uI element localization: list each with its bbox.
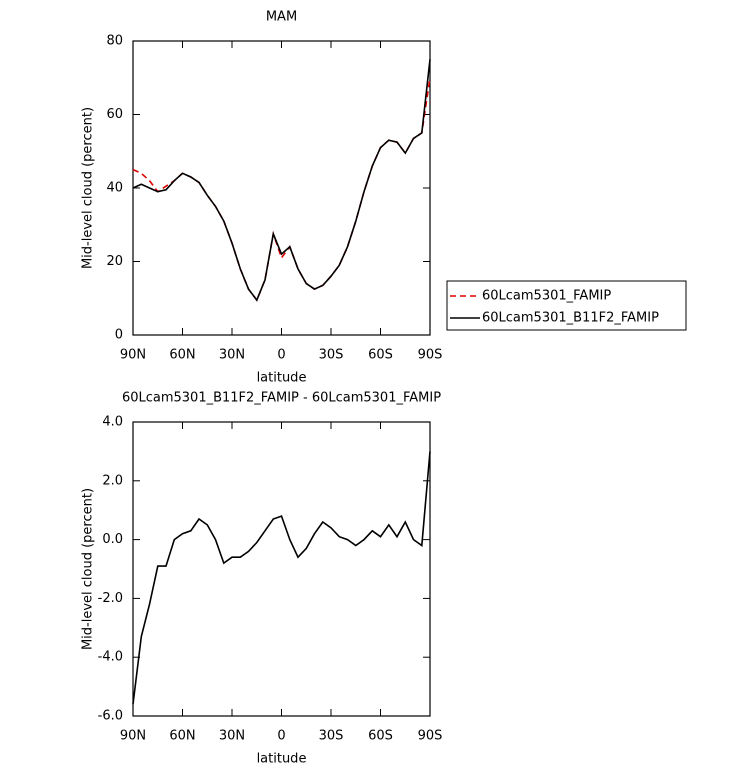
y-axis-label: Mid-level cloud (percent) <box>81 107 96 269</box>
data-line <box>132 59 431 302</box>
x-tick-label: 60N <box>169 729 195 744</box>
y-tick-label: 0 <box>115 328 123 343</box>
y-tick-label: 60 <box>106 107 123 122</box>
data-line <box>132 451 431 705</box>
plot-frame <box>132 40 431 336</box>
y-tick-label: -2.0 <box>98 591 123 606</box>
y-tick-label: 40 <box>106 181 123 196</box>
y-axis-label: Mid-level cloud (percent) <box>81 488 96 650</box>
chart-title: MAM <box>266 10 297 25</box>
y-tick-label: -4.0 <box>98 650 123 665</box>
x-tick-label: 0 <box>277 729 285 744</box>
x-tick-label: 90S <box>418 729 443 744</box>
x-tick-label: 30N <box>219 348 245 363</box>
x-tick-label: 60N <box>169 348 195 363</box>
y-tick-label: 2.0 <box>102 473 123 488</box>
x-axis-label: latitude <box>257 371 307 386</box>
x-axis-label: latitude <box>257 752 307 767</box>
y-tick-label: 0.0 <box>102 532 123 547</box>
y-tick-label: 4.0 <box>102 415 123 430</box>
y-tick-label: 80 <box>106 34 123 49</box>
plot-frame <box>132 421 431 717</box>
x-tick-label: 90N <box>120 348 146 363</box>
x-tick-label: 90N <box>120 729 146 744</box>
x-tick-label: 90S <box>418 348 443 363</box>
x-tick-label: 30S <box>319 348 344 363</box>
x-tick-label: 60S <box>368 348 393 363</box>
legend-label: 60Lcam5301_B11F2_FAMIP <box>482 311 659 326</box>
x-tick-label: 30S <box>319 729 344 744</box>
legend-label: 60Lcam5301_FAMIP <box>482 289 611 304</box>
x-tick-label: 30N <box>219 729 245 744</box>
data-line <box>132 77 431 302</box>
y-tick-label: 20 <box>106 254 123 269</box>
y-tick-label: -6.0 <box>98 709 123 724</box>
x-tick-label: 0 <box>277 348 285 363</box>
x-tick-label: 60S <box>368 729 393 744</box>
legend-box <box>446 280 687 331</box>
chart-title: 60Lcam5301_B11F2_FAMIP - 60Lcam5301_FAMI… <box>122 391 441 406</box>
